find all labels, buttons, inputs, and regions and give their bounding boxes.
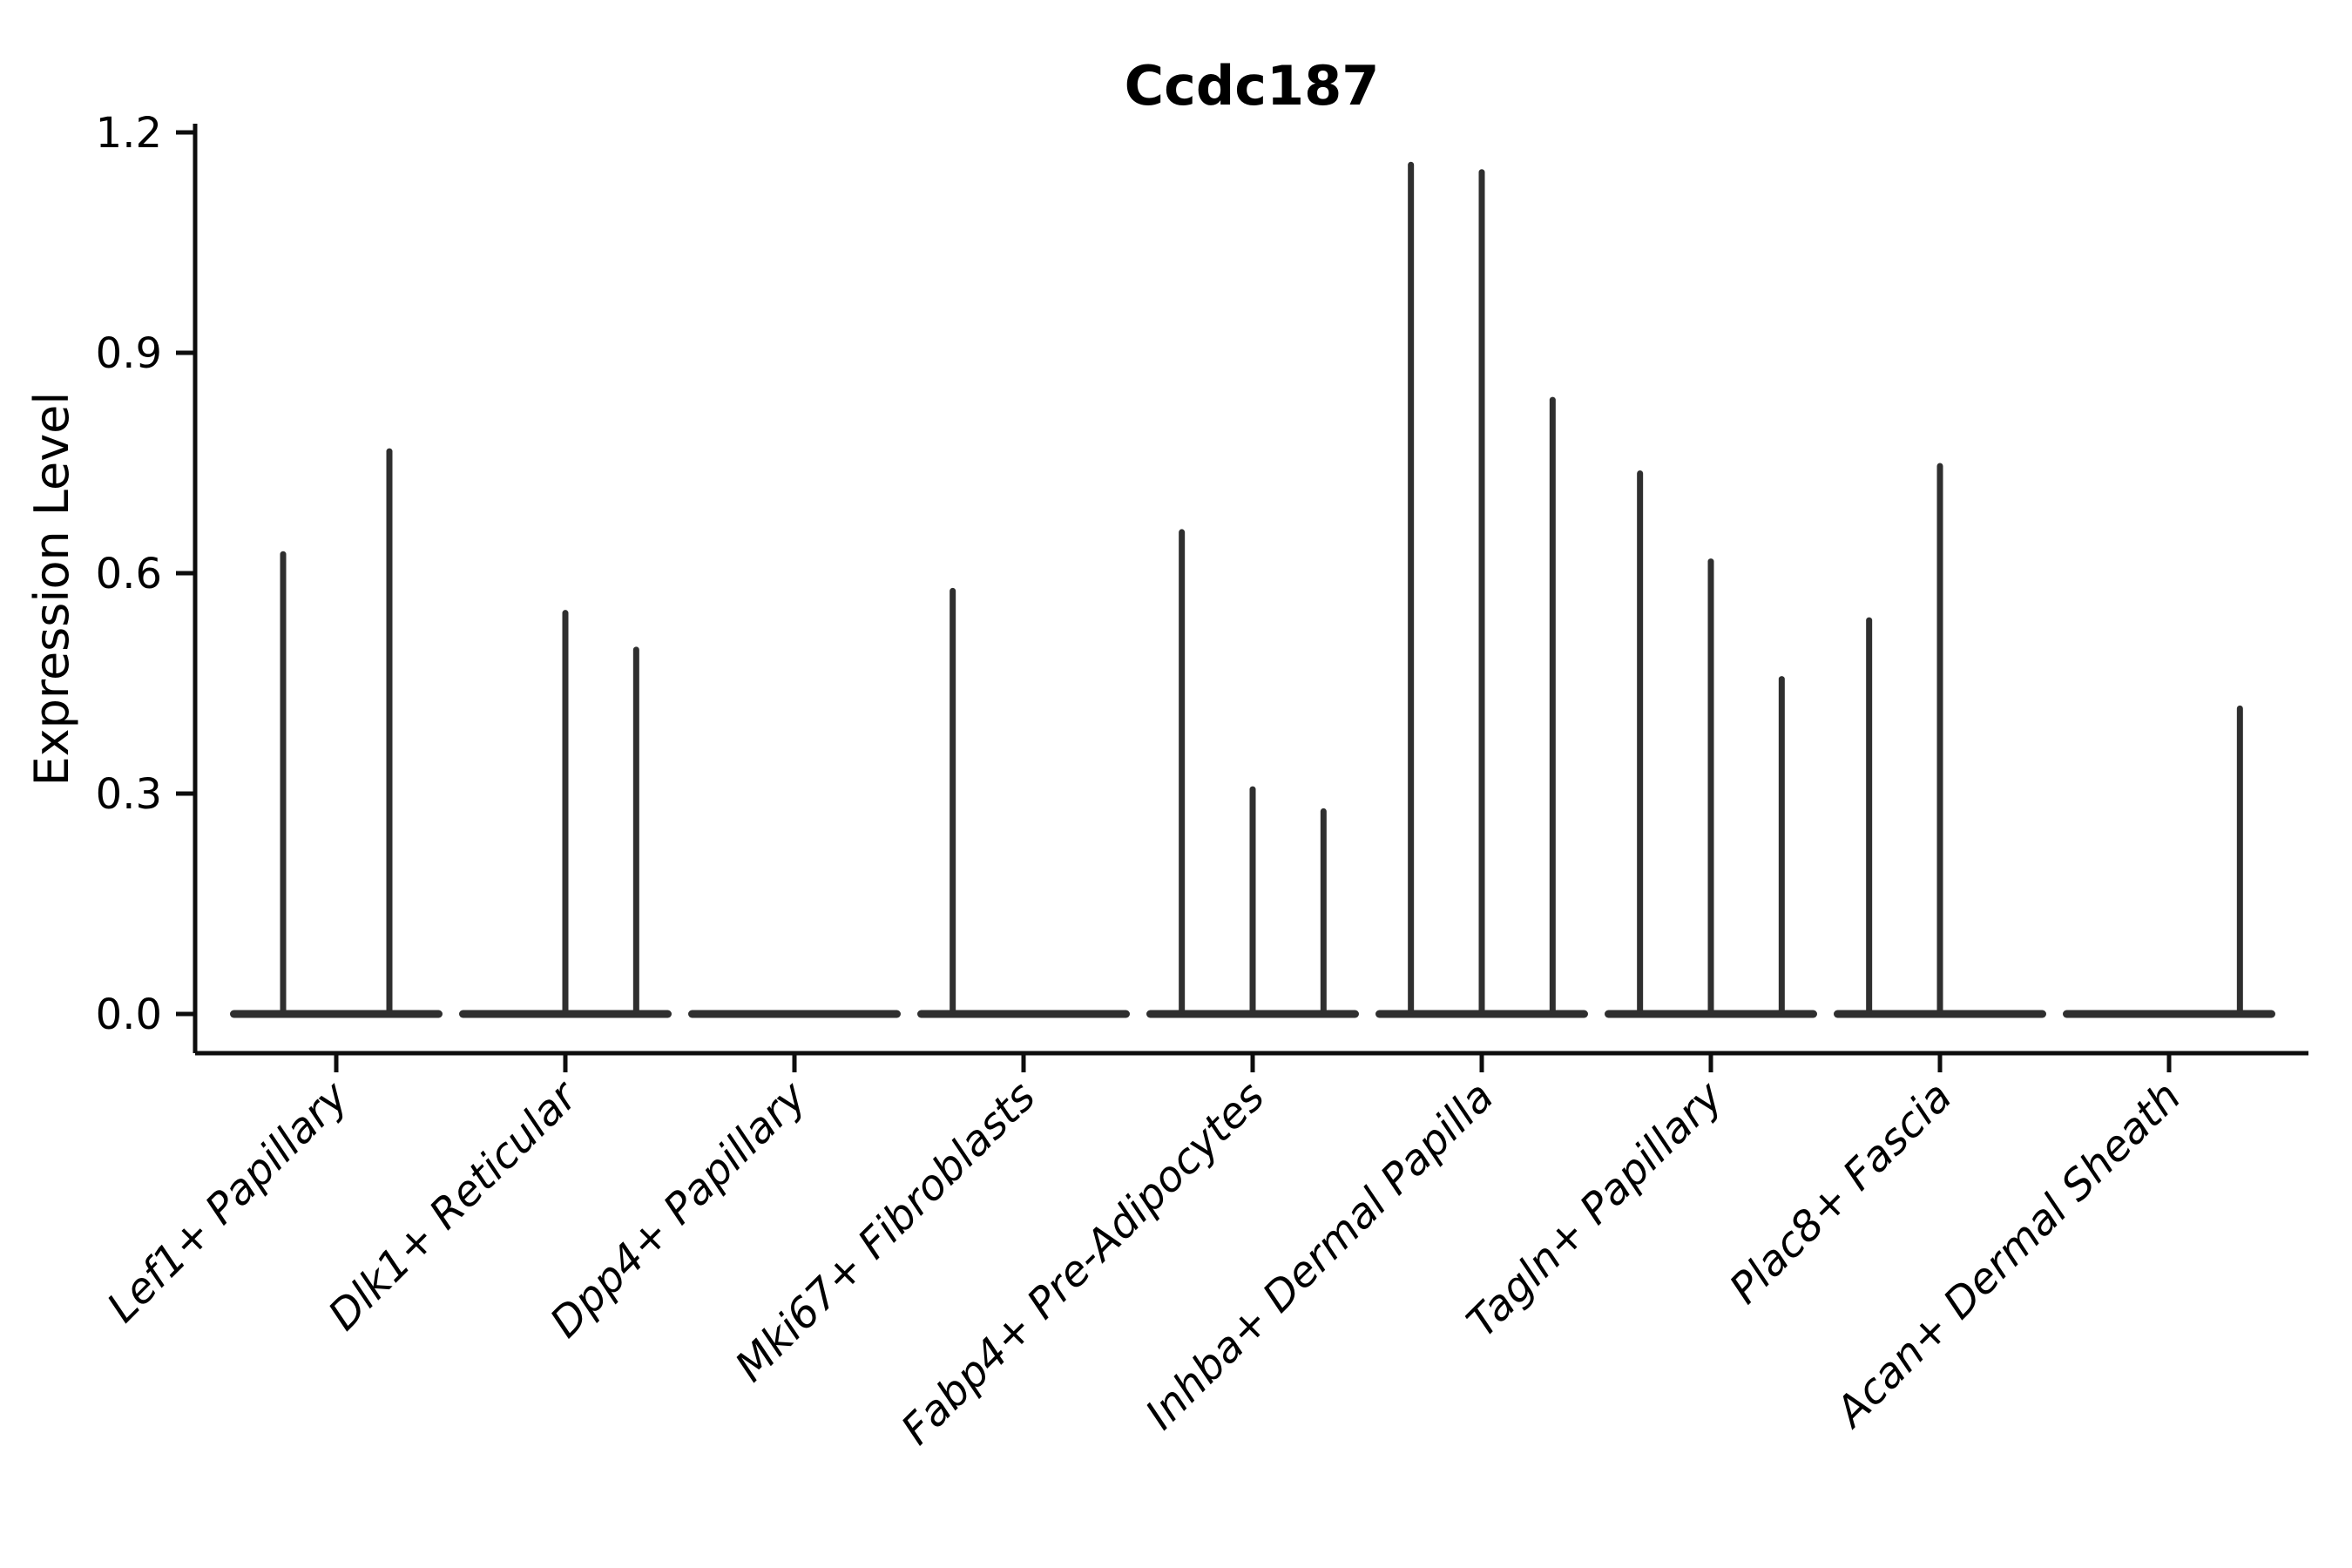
violin-spike: [1179, 529, 1186, 1014]
x-tick-label: Dlk1+ Reticular: [319, 1071, 589, 1341]
violin-spike: [1778, 676, 1785, 1014]
violin-spike: [1637, 470, 1644, 1014]
violin-group: [2063, 705, 2275, 1018]
violin-spike: [386, 448, 393, 1014]
violin-spike: [632, 646, 639, 1014]
violin-spike: [280, 551, 287, 1014]
violin-spike: [1549, 396, 1556, 1014]
y-tick-label: 0.3: [96, 770, 162, 819]
violin-spike: [1478, 169, 1485, 1014]
violin-group: [1834, 463, 2046, 1018]
y-tick-label: 0.0: [96, 990, 162, 1039]
x-tick-label: Fabp4+ Pre-Adipocytes: [892, 1072, 1274, 1455]
violin-base: [917, 1010, 1130, 1018]
violin-group: [230, 448, 443, 1018]
x-tick-label: Dpp4+ Papillary: [541, 1071, 816, 1347]
violin-base: [230, 1010, 443, 1018]
violin-spike: [1866, 617, 1873, 1014]
violin-group: [688, 1010, 901, 1018]
chart-title: Ccdc187: [1125, 54, 1380, 118]
x-tick-label: Tagln+ Papillary: [1457, 1071, 1733, 1347]
violin-group: [1375, 161, 1588, 1018]
violin-group: [917, 587, 1130, 1018]
violin-series: [230, 161, 2275, 1018]
violin-spike: [950, 587, 956, 1014]
axes-layer: [176, 124, 2308, 1072]
violin-group: [1605, 470, 1817, 1018]
violin-base: [688, 1010, 901, 1018]
y-tick-label: 0.9: [96, 329, 162, 378]
violin-spike: [2236, 705, 2243, 1014]
x-tick-label: Plac8+ Fascia: [1720, 1072, 1962, 1314]
violin-spike: [562, 610, 569, 1014]
violin-spike: [1249, 786, 1256, 1014]
violin-spike: [1707, 558, 1714, 1014]
violin-group: [1146, 529, 1359, 1018]
y-tick-label: 1.2: [96, 109, 162, 158]
y-axis-label: Expression Level: [24, 392, 79, 787]
violin-base: [2063, 1010, 2275, 1018]
violin-spike: [1320, 808, 1327, 1014]
violin-group: [459, 610, 672, 1018]
violin-spike: [1408, 161, 1415, 1015]
x-tick-label: Lef1+ Papillary: [98, 1071, 358, 1332]
y-tick-label: 0.6: [96, 550, 162, 598]
violin-spike: [1936, 463, 1943, 1014]
